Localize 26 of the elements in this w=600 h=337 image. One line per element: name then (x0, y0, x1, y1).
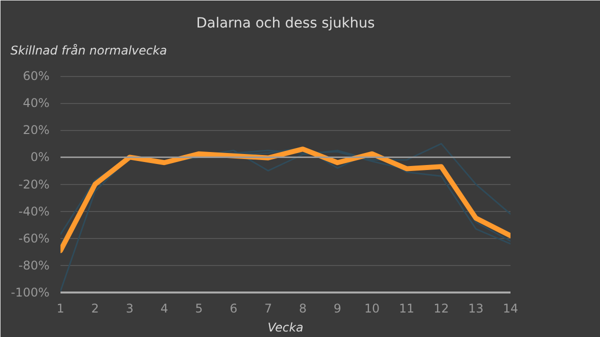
x-tick-label: 2 (91, 302, 99, 316)
x-tick-label: 9 (334, 302, 342, 316)
y-axis-title: Skillnad från normalvecka (10, 44, 168, 58)
x-tick-label: 5 (195, 302, 203, 316)
y-tick-label: -60% (18, 231, 50, 246)
y-tick-label: -80% (18, 258, 50, 272)
y-tick-label: 60% (22, 69, 50, 84)
x-tick-label: 6 (230, 302, 238, 316)
y-tick-label: -20% (18, 177, 50, 192)
chart-title: Dalarna och dess sjukhus (196, 16, 375, 32)
x-tick-label: 8 (298, 302, 307, 316)
x-tick-label: 14 (502, 302, 518, 316)
x-tick-label: 3 (126, 302, 134, 316)
y-tick-label: -40% (18, 204, 50, 218)
y-tick-label: -100% (10, 286, 50, 300)
x-tick-label: 7 (264, 302, 272, 316)
x-tick-label: 13 (468, 302, 484, 316)
x-tick-label: 4 (160, 302, 168, 316)
x-tick-label: 11 (399, 302, 414, 316)
y-tick-label: 40% (22, 96, 50, 110)
x-tick-label: 10 (364, 302, 380, 316)
y-tick-label: 20% (22, 123, 50, 138)
x-axis-title: Vecka (268, 320, 304, 334)
y-tick-label: 0% (30, 150, 50, 164)
x-tick-label: 12 (434, 302, 449, 316)
x-tick-label: 1 (56, 302, 64, 316)
